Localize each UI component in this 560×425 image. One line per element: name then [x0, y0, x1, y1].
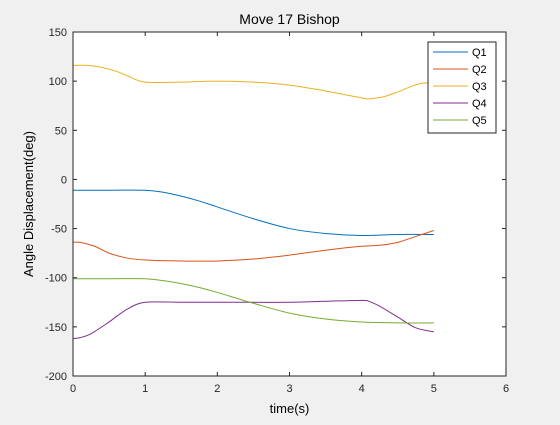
legend-label-q1: Q1	[472, 47, 487, 59]
series-line-q3	[72, 64, 434, 100]
x-tick-label: 2	[214, 383, 220, 395]
y-tick-label: -100	[45, 273, 67, 285]
x-tick-label: 3	[286, 383, 292, 395]
y-tick-label: -200	[45, 371, 67, 383]
y-tick-label: 0	[61, 174, 67, 186]
series-line-q1	[73, 189, 434, 236]
x-tick-label: 1	[142, 383, 148, 395]
legend-label-q5: Q5	[472, 115, 487, 127]
series-line-q5	[73, 278, 434, 324]
y-tick-label: 150	[49, 27, 67, 39]
y-tick-label: 50	[55, 125, 67, 137]
y-axis-label: Angle Displacement(deg)	[21, 131, 36, 277]
chart-title: Move 17 Bishop	[239, 11, 340, 27]
series-line-q2	[72, 230, 434, 262]
series-line-q4	[72, 299, 434, 340]
y-tick-label: 100	[49, 76, 67, 88]
x-axis-label: time(s)	[270, 401, 310, 416]
legend: Q1 Q2 Q3 Q4 Q5	[427, 41, 497, 134]
legend-label-q2: Q2	[472, 64, 487, 76]
y-tick-label: -150	[45, 322, 67, 334]
x-tick-label: 6	[503, 383, 509, 395]
legend-label-q4: Q4	[472, 98, 487, 110]
legend-box	[427, 41, 497, 134]
x-tick-label: 0	[70, 383, 76, 395]
x-tick-label: 4	[359, 383, 365, 395]
axes-layer: 0 1 2 3 4 5 6 -200 -150 -100 -50 0 50 100 150	[45, 27, 509, 395]
x-tick-label: 5	[431, 383, 437, 395]
y-tick-label: -50	[51, 224, 67, 236]
series-layer	[72, 64, 434, 340]
legend-label-q3: Q3	[472, 81, 487, 93]
